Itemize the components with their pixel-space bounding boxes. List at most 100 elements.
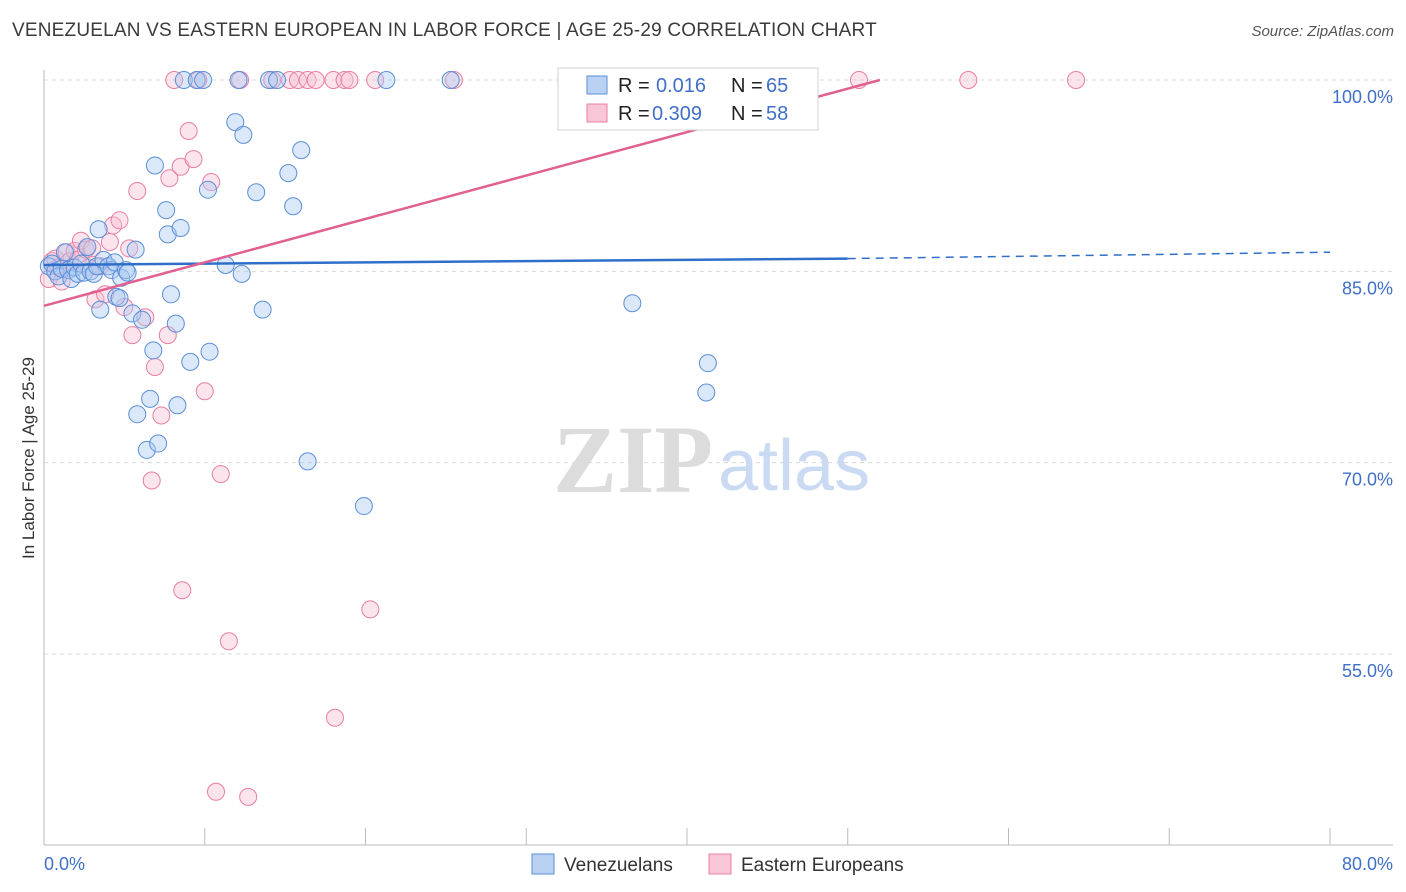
venezuelan-point xyxy=(284,197,303,216)
venezuelan-point xyxy=(697,383,716,402)
venezuelan-point xyxy=(118,263,137,282)
legend-box: R = 0.016 N = 65 R = 0.309 N = 58 xyxy=(557,67,819,131)
venezuelan-point xyxy=(187,71,206,89)
venezuelan-point xyxy=(229,71,248,89)
y-axis-title: In Labor Force | Age 25-29 xyxy=(19,357,38,559)
chart-source: Source: ZipAtlas.com xyxy=(1251,23,1394,40)
bottom-legend: Venezuelans Eastern Europeans xyxy=(531,853,904,876)
eastern-european-point xyxy=(110,211,129,230)
legend-n-value-2: 58 xyxy=(766,103,788,125)
venezuelan-point xyxy=(110,289,129,308)
venezuelan-point xyxy=(55,243,74,262)
venezuelan-point xyxy=(149,434,168,453)
eastern-european-point xyxy=(173,581,192,600)
chart-title: VENEZUELAN VS EASTERN EUROPEAN IN LABOR … xyxy=(12,20,877,41)
legend-n-label-2: N = xyxy=(731,103,763,125)
venezuelan-point xyxy=(226,113,245,132)
legend-r-label-1: R = xyxy=(618,75,650,97)
watermark: ZIP atlas xyxy=(553,406,870,513)
eastern-european-point xyxy=(179,122,198,141)
y-tick-label: 55.0% xyxy=(1342,661,1393,681)
eastern-european-point xyxy=(120,239,139,258)
eastern-european-point xyxy=(128,181,147,200)
venezuelan-point xyxy=(144,341,163,360)
grid-lines xyxy=(44,79,1393,655)
eastern-european-point xyxy=(211,465,230,484)
eastern-european-point xyxy=(123,326,142,345)
venezuelan-point xyxy=(126,240,145,259)
eastern-european-point xyxy=(361,600,380,619)
venezuelan-point xyxy=(354,497,373,516)
x-tick-label-max: 80.0% xyxy=(1342,854,1393,874)
venezuelan-point xyxy=(137,440,156,459)
y-tick-label: 70.0% xyxy=(1342,470,1393,490)
venezuelan-point xyxy=(377,71,396,89)
venezuelan-point xyxy=(128,405,147,424)
legend-n-label-1: N = xyxy=(731,75,763,97)
x-tick-label-min: 0.0% xyxy=(44,854,85,874)
legend-r-label-2: R = xyxy=(618,103,650,125)
venezuelan-point xyxy=(198,180,217,199)
venezuelan-point xyxy=(247,183,266,202)
venezuelan-point xyxy=(171,218,190,237)
legend-r-value-2: 0.309 xyxy=(652,103,702,125)
watermark-zip: ZIP xyxy=(553,406,713,513)
y-tick-label: 100.0% xyxy=(1332,87,1393,107)
y-tick-labels: 100.0% 85.0% 70.0% 55.0% xyxy=(1332,87,1393,681)
venezuelan-point xyxy=(623,294,642,313)
bottom-legend-label-venezuelans: Venezuelans xyxy=(564,855,673,876)
axes xyxy=(43,70,1393,846)
venezuelan-point xyxy=(145,156,164,175)
watermark-atlas: atlas xyxy=(718,426,870,506)
legend-r-value-1: 0.016 xyxy=(656,75,706,97)
venezuelan-point xyxy=(279,164,298,183)
venezuelan-point xyxy=(174,71,193,89)
venezuelan-point xyxy=(89,220,108,239)
bottom-legend-swatch-eastern xyxy=(708,853,732,875)
venezuelan-point xyxy=(253,300,272,319)
eastern-european-point xyxy=(340,71,359,89)
eastern-european-point xyxy=(219,632,238,651)
bottom-legend-label-eastern: Eastern Europeans xyxy=(741,855,904,876)
eastern-european-point xyxy=(288,71,307,89)
bottom-legend-swatch-venezuelans xyxy=(531,853,555,875)
venezuelan-point xyxy=(698,354,717,373)
venezuelan-point xyxy=(161,285,180,304)
eastern-european-point xyxy=(1067,71,1086,89)
eastern-european-point xyxy=(142,471,161,490)
eastern-european-point xyxy=(160,169,179,188)
venezuelan-point xyxy=(234,125,253,144)
venezuelan-point xyxy=(181,352,200,371)
eastern-european-point xyxy=(195,382,214,401)
venezuelan-point xyxy=(292,141,311,160)
eastern-european-point xyxy=(152,406,171,425)
x-axis-ticks xyxy=(204,828,1331,845)
venezuelan-trend-line xyxy=(43,257,848,267)
legend-swatch-eastern xyxy=(586,103,608,123)
eastern-european-point xyxy=(239,787,258,806)
venezuelan-point xyxy=(157,201,176,220)
eastern-european-point xyxy=(145,358,164,376)
venezuelan-point xyxy=(268,71,287,89)
legend-n-value-1: 65 xyxy=(766,75,788,97)
venezuelan-point xyxy=(200,342,219,361)
venezuelan-point xyxy=(123,304,142,323)
y-tick-label: 85.0% xyxy=(1342,278,1393,298)
legend-swatch-venezuelans xyxy=(586,75,608,95)
venezuelan-point xyxy=(298,452,317,471)
venezuelan-point xyxy=(166,314,185,333)
eastern-european-point xyxy=(184,150,203,169)
series-venezuelans xyxy=(39,71,717,516)
venezuelan-point xyxy=(194,71,213,89)
eastern-european-point xyxy=(306,71,325,89)
eastern-european-point xyxy=(207,782,226,801)
venezuelan-point xyxy=(78,238,97,257)
venezuelan-point xyxy=(441,71,460,89)
eastern-european-point xyxy=(335,71,354,89)
venezuelan-point xyxy=(232,264,251,283)
venezuelan-point xyxy=(133,310,152,329)
venezuelan-point xyxy=(168,396,187,415)
venezuelan-point xyxy=(91,300,110,319)
eastern-european-point xyxy=(165,71,184,89)
